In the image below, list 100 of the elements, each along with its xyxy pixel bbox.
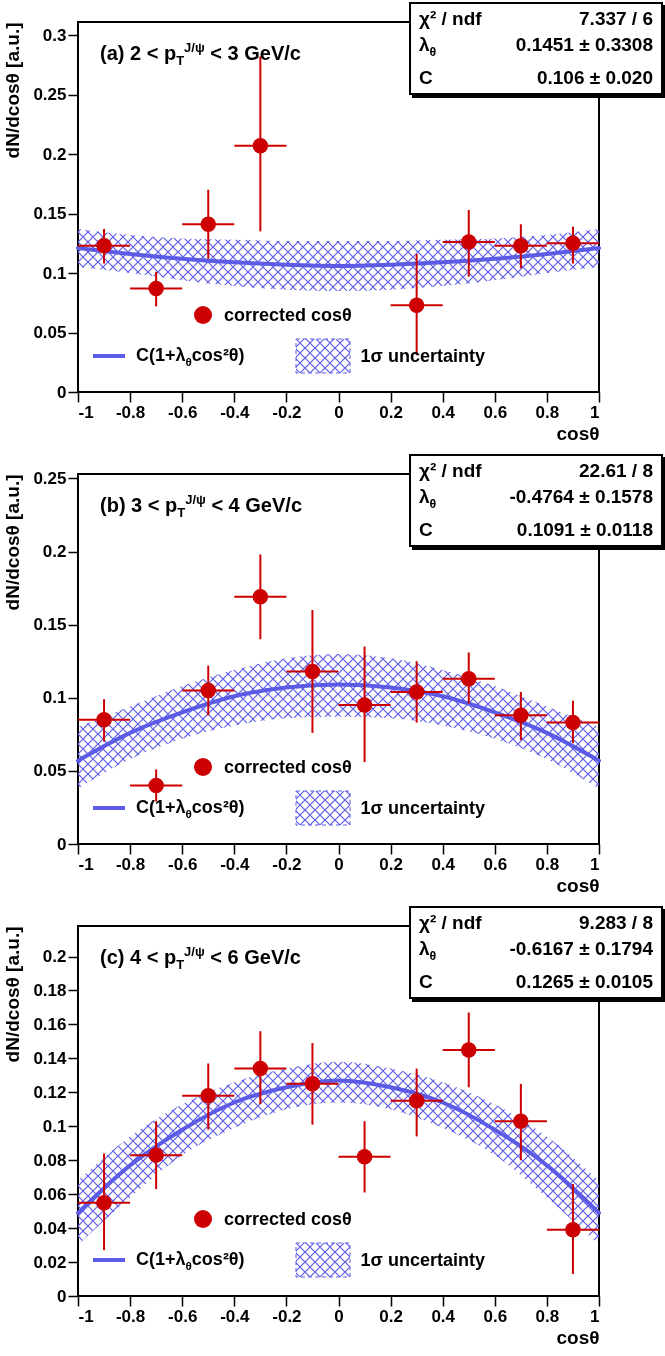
x-tick-label: 0 bbox=[334, 402, 344, 422]
point bbox=[200, 1087, 216, 1104]
x-tick-label: 0 bbox=[334, 854, 344, 874]
y-tick-label: 0.2 bbox=[42, 542, 67, 562]
point bbox=[148, 280, 164, 297]
x-tick-label: 0.8 bbox=[535, 402, 560, 422]
y-axis-title: dN/dcosθ [a.u.] bbox=[2, 474, 24, 611]
y-tick-label: 0.15 bbox=[33, 204, 67, 224]
annotation: λ$_{θ}$ bbox=[419, 938, 437, 965]
y-tick-label: 0.1 bbox=[42, 1116, 67, 1136]
x-axis-title: cosθ bbox=[556, 1326, 600, 1348]
text: (c) 4 < p$_{T}$$^{J/ψ}$ < 6 GeV/c bbox=[100, 944, 301, 972]
x-tick-label: -1 bbox=[78, 854, 94, 874]
annotation: λ$_{θ}$ bbox=[419, 34, 437, 61]
y-tick-label: 0.1 bbox=[42, 263, 67, 283]
annotation: χ² / ndf bbox=[419, 8, 482, 30]
x-tick-label: -0.4 bbox=[220, 402, 250, 422]
point bbox=[461, 671, 477, 687]
y-tick-label: 0 bbox=[57, 834, 67, 854]
y-tick-label: 0.3 bbox=[42, 25, 67, 45]
y-tick-label: 0.15 bbox=[33, 615, 67, 635]
point bbox=[96, 237, 112, 254]
x-tick-label: 0.4 bbox=[431, 402, 456, 422]
x-tick-label: -0.8 bbox=[115, 1306, 146, 1326]
point bbox=[252, 138, 269, 154]
y-tick-label: 0.16 bbox=[33, 1014, 67, 1034]
point bbox=[304, 663, 321, 680]
legend-label: C(1+λ$_{θ}$cos²θ) bbox=[136, 344, 245, 368]
x-tick-label: 0.8 bbox=[535, 854, 560, 874]
x-axis-title: cosθ bbox=[556, 422, 600, 444]
x-tick-label: -0.4 bbox=[220, 1306, 250, 1326]
annotation: 9.283 / 8 bbox=[579, 912, 653, 934]
annotation: 0.1265 ± 0.0105 bbox=[515, 970, 653, 993]
legend-label: C(1+λ$_{θ}$cos²θ) bbox=[136, 796, 245, 820]
point bbox=[200, 216, 216, 232]
point bbox=[304, 1076, 321, 1092]
y-tick-label: 0.25 bbox=[33, 468, 67, 488]
y-tick-label: 0.12 bbox=[33, 1082, 67, 1102]
point bbox=[408, 1093, 425, 1109]
annotation: λ$_{θ}$ bbox=[419, 486, 437, 513]
x-tick-label: -0.2 bbox=[272, 1306, 302, 1326]
x-tick-label: -1 bbox=[78, 1306, 94, 1326]
annotation: C bbox=[419, 518, 433, 541]
x-tick-label: -0.6 bbox=[168, 1306, 198, 1326]
x-tick-label: -1 bbox=[78, 402, 94, 422]
point bbox=[565, 1222, 581, 1238]
x-tick-label: 1 bbox=[590, 402, 600, 422]
y-tick-label: 0.06 bbox=[33, 1184, 67, 1204]
legend-label: C(1+λ$_{θ}$cos²θ) bbox=[136, 1248, 245, 1272]
point bbox=[96, 711, 112, 728]
point bbox=[565, 235, 581, 252]
y-axis-title: dN/dcosθ [a.u.] bbox=[2, 926, 24, 1063]
annotation: 1σ uncertainty bbox=[360, 345, 485, 367]
annotation: χ² / ndf bbox=[419, 460, 482, 482]
annotation: C bbox=[419, 970, 433, 993]
x-tick-label: 0.2 bbox=[379, 854, 403, 874]
x-tick-label: 0 bbox=[334, 1306, 344, 1326]
x-tick-label: 0.6 bbox=[483, 854, 508, 874]
line-series bbox=[76, 246, 601, 268]
annotation: 1σ uncertainty bbox=[360, 797, 485, 819]
point bbox=[408, 684, 425, 700]
text: (b) 3 < p$_{T}$$^{J/ψ}$ < 4 GeV/c bbox=[100, 492, 302, 520]
annotation: 22.61 / 8 bbox=[579, 460, 653, 482]
y-tick-label: 0.2 bbox=[42, 947, 67, 967]
point bbox=[356, 1149, 373, 1165]
y-tick-label: 0.02 bbox=[33, 1252, 67, 1272]
x-tick-label: -0.6 bbox=[168, 854, 198, 874]
y-tick-label: 0.05 bbox=[33, 323, 67, 343]
y-tick-label: 0.05 bbox=[33, 761, 67, 781]
x-tick-label: 0.2 bbox=[379, 402, 403, 422]
y-tick-label: 0.08 bbox=[33, 1150, 67, 1170]
point bbox=[148, 777, 164, 794]
x-tick-label: 0.6 bbox=[483, 402, 508, 422]
x-tick-label: -0.2 bbox=[272, 854, 302, 874]
y-tick-label: 0 bbox=[57, 382, 67, 402]
legend-label: corrected cosθ bbox=[224, 304, 352, 326]
point bbox=[565, 714, 581, 731]
point bbox=[408, 297, 425, 313]
annotation: C bbox=[419, 66, 433, 89]
annotation: 0.1451 ± 0.3308 bbox=[515, 34, 653, 57]
annotation: 0.1091 ± 0.0118 bbox=[516, 518, 653, 541]
annotation: 0.106 ± 0.020 bbox=[536, 66, 653, 89]
annotation: 1σ uncertainty bbox=[360, 1249, 485, 1271]
x-tick-label: -0.4 bbox=[220, 854, 250, 874]
y-axis-title: dN/dcosθ [a.u.] bbox=[2, 22, 24, 159]
point bbox=[252, 1060, 269, 1077]
x-tick-label: -0.6 bbox=[168, 402, 198, 422]
x-tick-label: 0.8 bbox=[535, 1306, 560, 1326]
x-tick-label: 1 bbox=[590, 854, 600, 874]
x-axis-title: cosθ bbox=[556, 874, 600, 896]
y-tick-label: 0.14 bbox=[33, 1048, 68, 1068]
y-tick-label: 0.18 bbox=[33, 981, 67, 1000]
legend-label: corrected cosθ bbox=[224, 756, 352, 778]
legend-label: corrected cosθ bbox=[224, 1208, 352, 1230]
annotation: -0.4764 ± 0.1578 bbox=[509, 486, 653, 509]
point bbox=[96, 1194, 112, 1211]
y-tick-label: 0.04 bbox=[33, 1218, 68, 1238]
x-tick-label: 1 bbox=[590, 1306, 600, 1326]
point bbox=[461, 234, 477, 250]
point bbox=[252, 589, 269, 605]
